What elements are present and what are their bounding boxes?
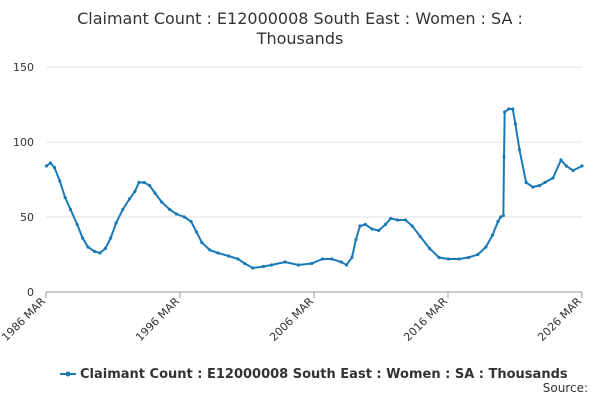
- point: [410, 224, 414, 228]
- y-tick-label: 50: [20, 211, 34, 224]
- point: [501, 213, 505, 218]
- point: [383, 222, 388, 227]
- point: [243, 261, 247, 266]
- point: [98, 251, 102, 255]
- point: [339, 260, 343, 264]
- point: [75, 222, 79, 227]
- point: [310, 261, 314, 266]
- point: [446, 257, 451, 261]
- point: [389, 216, 393, 221]
- point: [44, 164, 49, 168]
- point: [418, 234, 422, 239]
- point: [133, 189, 137, 194]
- point: [208, 248, 212, 252]
- point: [93, 249, 97, 254]
- point: [137, 180, 141, 185]
- point: [457, 257, 461, 261]
- point: [121, 207, 125, 212]
- point: [377, 228, 381, 233]
- point: [174, 212, 178, 216]
- point: [296, 263, 300, 267]
- point: [358, 224, 362, 228]
- point: [580, 164, 584, 168]
- x-tick-label: 2026 MAR: [535, 295, 584, 344]
- x-tick-label: 2006 MAR: [267, 295, 316, 344]
- point: [168, 207, 172, 212]
- point: [182, 215, 187, 219]
- point: [502, 155, 506, 159]
- point: [160, 200, 164, 204]
- point: [320, 257, 325, 261]
- point: [403, 218, 408, 222]
- point: [236, 257, 240, 261]
- point: [269, 263, 274, 267]
- point: [114, 221, 118, 225]
- point: [503, 110, 507, 114]
- point: [251, 266, 255, 270]
- point: [499, 215, 503, 219]
- point: [511, 107, 515, 111]
- point: [350, 255, 354, 260]
- point: [559, 158, 563, 162]
- y-tick-label: 0: [27, 286, 34, 299]
- point: [142, 180, 146, 185]
- point: [496, 219, 500, 224]
- y-tick-label: 100: [13, 136, 34, 149]
- point: [194, 230, 199, 234]
- source: Source:: [543, 381, 588, 395]
- point: [564, 164, 568, 168]
- point: [537, 183, 542, 188]
- x-tick-label: 1996 MAR: [133, 295, 182, 344]
- point: [363, 222, 367, 227]
- legend-label: Claimant Count : E12000008 South East : …: [80, 367, 568, 382]
- x-tick-label: 1986 MAR: [0, 295, 48, 344]
- point: [86, 245, 90, 249]
- point: [283, 260, 287, 264]
- chart-title: Claimant Count : E12000008 South East : …: [77, 9, 523, 48]
- point: [63, 195, 67, 200]
- point: [428, 246, 432, 251]
- point: [261, 264, 266, 269]
- point: [466, 255, 471, 260]
- point: [524, 180, 528, 185]
- point: [80, 236, 85, 240]
- point: [227, 254, 231, 258]
- point: [395, 218, 400, 222]
- point: [491, 233, 495, 237]
- x-tick-label: 2016 MAR: [401, 295, 450, 344]
- legend-marker: [65, 371, 71, 377]
- point: [216, 251, 220, 255]
- point: [370, 227, 374, 231]
- point: [517, 147, 522, 152]
- point: [68, 207, 73, 212]
- point: [543, 180, 547, 185]
- point: [330, 257, 334, 261]
- point: [571, 168, 575, 173]
- point: [513, 122, 518, 126]
- point: [344, 263, 349, 267]
- point: [354, 237, 358, 242]
- point: [484, 245, 488, 249]
- point: [476, 252, 480, 257]
- point: [147, 183, 152, 188]
- point: [507, 107, 511, 111]
- point: [52, 165, 57, 170]
- point: [48, 161, 53, 165]
- point: [437, 255, 441, 260]
- point: [153, 191, 157, 195]
- point: [189, 219, 193, 224]
- point: [127, 197, 132, 201]
- point: [200, 240, 204, 245]
- point: [103, 246, 107, 251]
- point: [531, 185, 535, 189]
- y-tick-label: 150: [13, 61, 34, 74]
- point: [551, 176, 555, 180]
- point: [109, 236, 113, 240]
- point: [58, 179, 62, 183]
- line: [45, 108, 583, 270]
